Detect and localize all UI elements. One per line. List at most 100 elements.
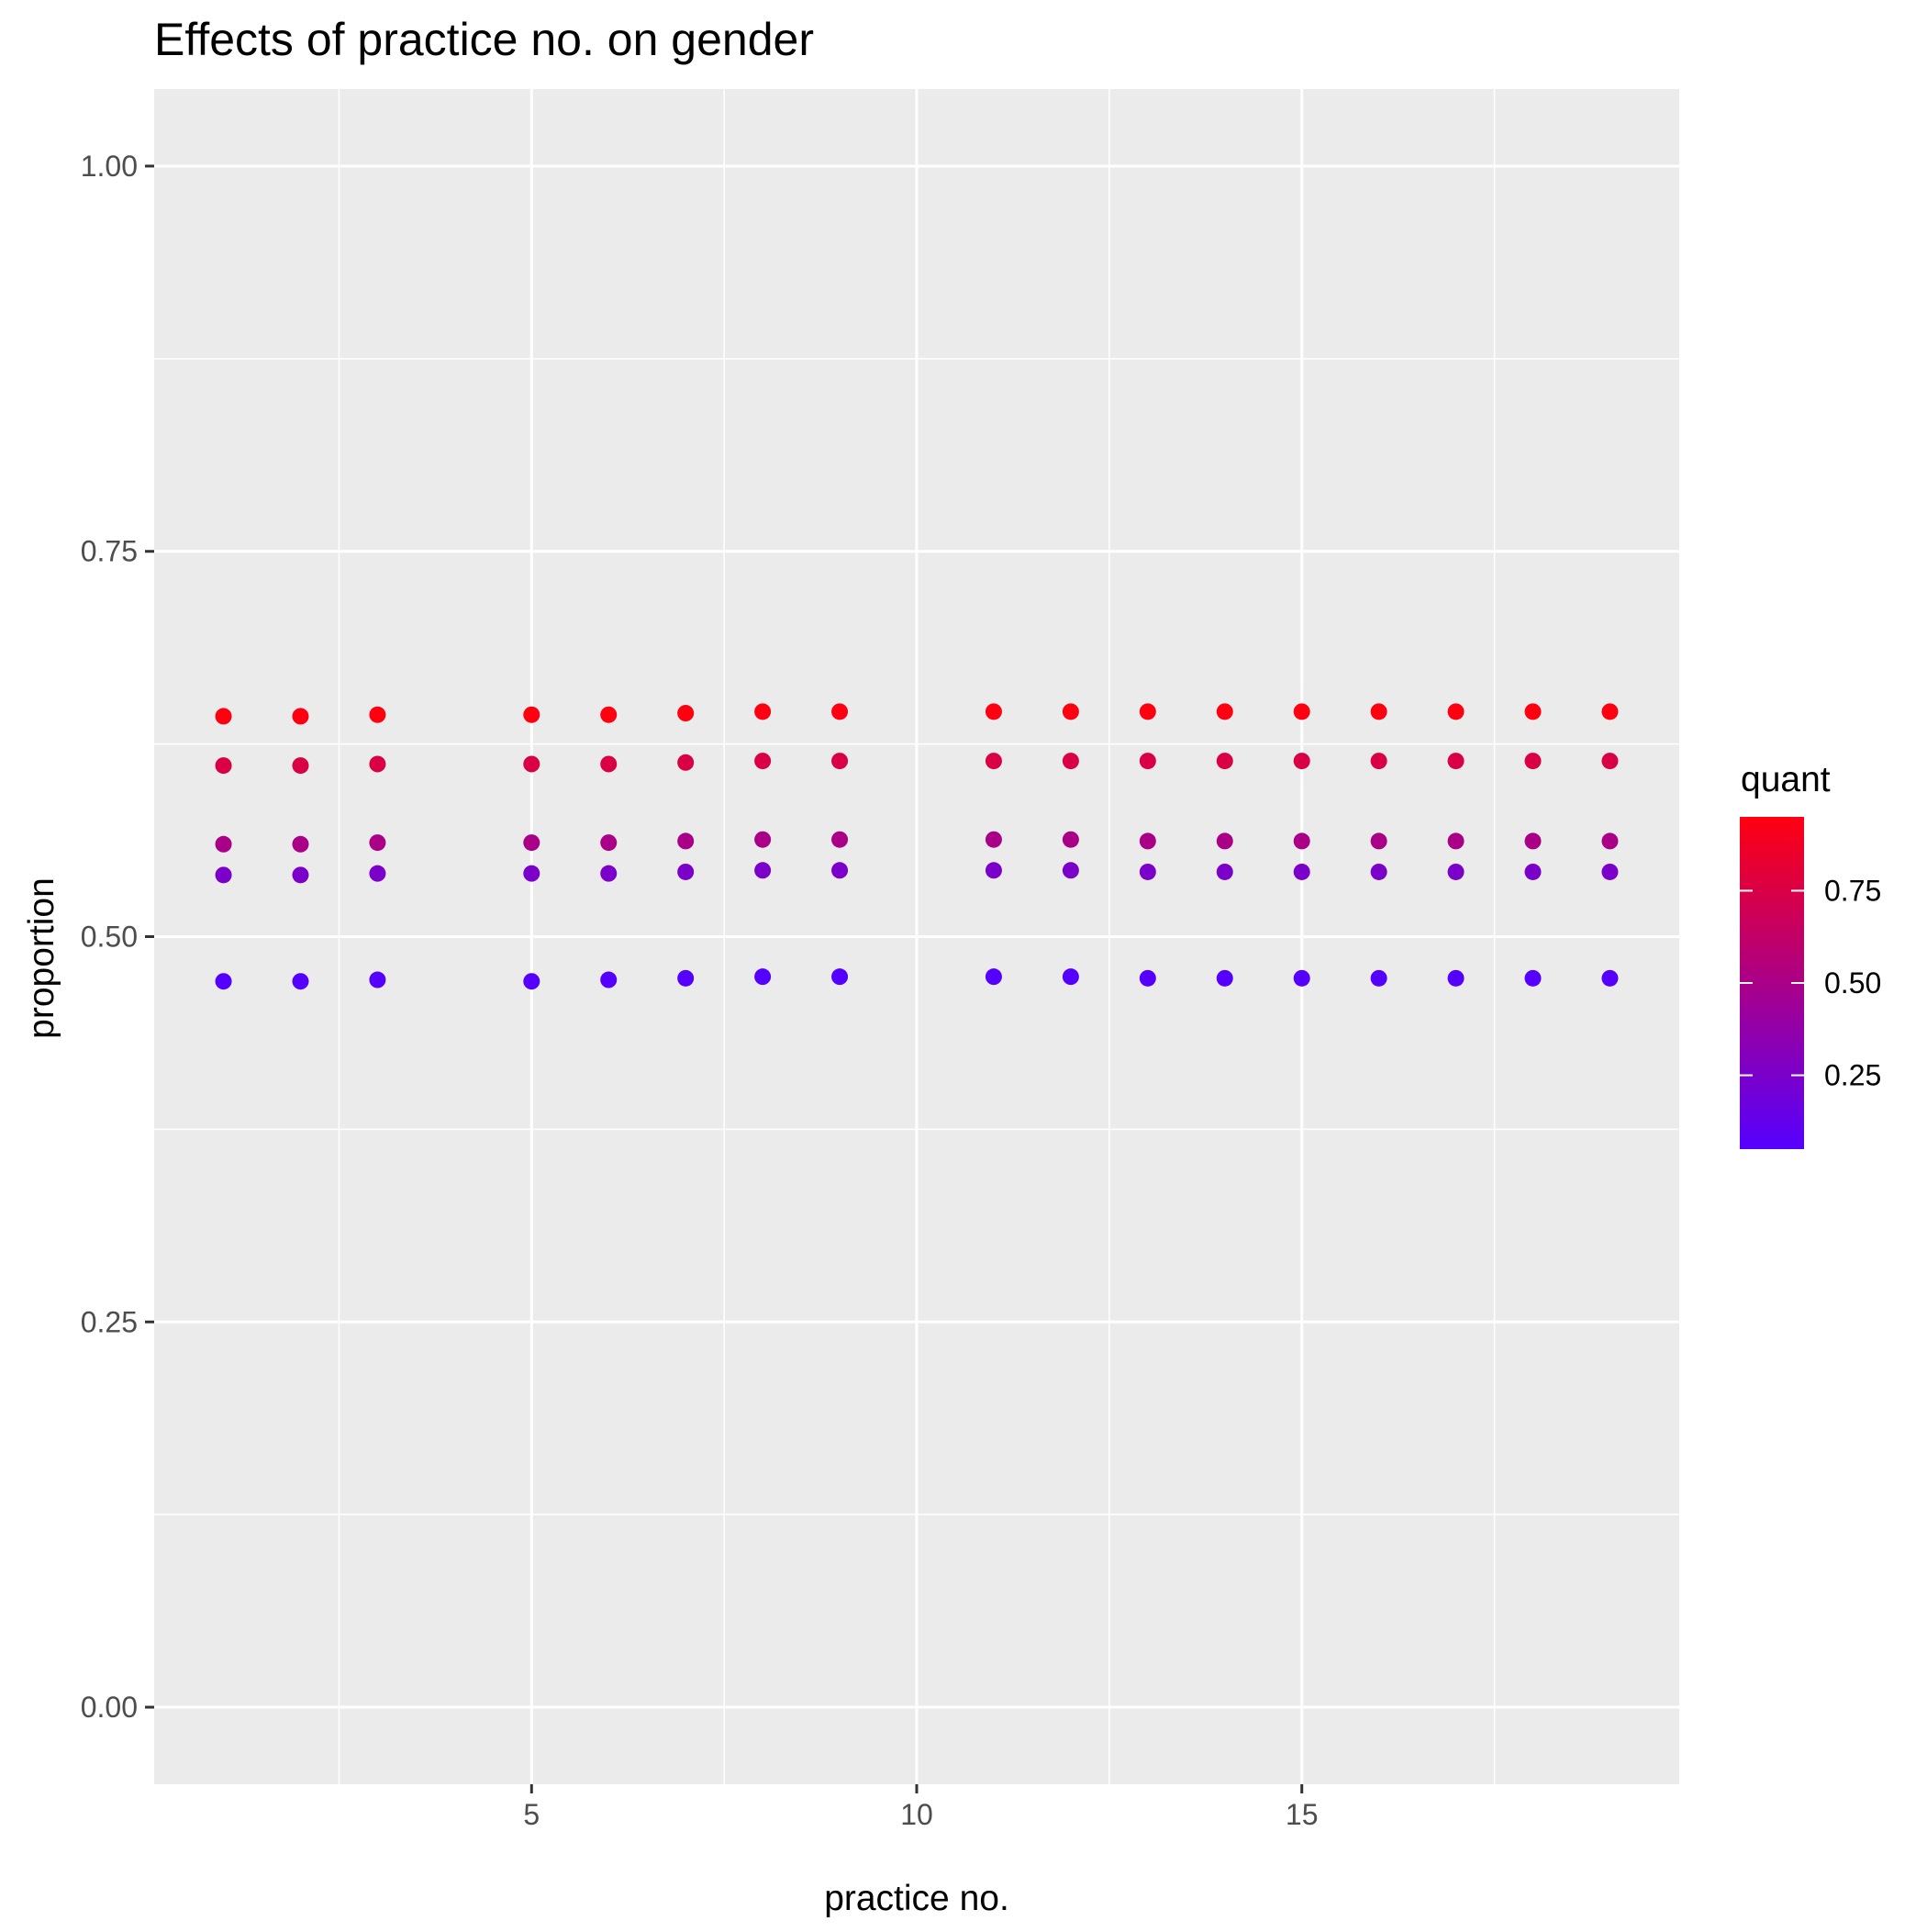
- data-point: [1139, 753, 1156, 770]
- y-tick-label: 0.00: [81, 1691, 138, 1724]
- data-point: [369, 755, 386, 773]
- data-point: [523, 865, 540, 882]
- data-point: [600, 755, 618, 773]
- legend-title: quant: [1741, 760, 1831, 799]
- data-point: [677, 832, 695, 850]
- data-point: [1139, 703, 1156, 720]
- data-point: [1062, 831, 1079, 848]
- chart-title: Effects of practice no. on gender: [154, 14, 814, 65]
- y-tick-label: 1.00: [81, 150, 138, 183]
- data-point: [600, 834, 618, 852]
- data-point: [215, 757, 232, 775]
- data-point: [1524, 832, 1542, 850]
- data-point: [1370, 969, 1387, 987]
- data-point: [754, 831, 772, 848]
- data-point: [1601, 969, 1619, 987]
- data-point: [1293, 832, 1310, 850]
- data-point: [831, 703, 849, 720]
- data-point: [1601, 863, 1619, 880]
- data-point: [1062, 968, 1079, 986]
- data-point: [369, 865, 386, 882]
- data-point: [1293, 969, 1310, 987]
- data-point: [985, 831, 1002, 848]
- y-tick-label: 0.25: [81, 1305, 138, 1338]
- data-point: [677, 969, 695, 987]
- x-axis-title: practice no.: [824, 1879, 1009, 1918]
- data-point: [369, 834, 386, 852]
- data-point: [831, 968, 849, 986]
- data-point: [1447, 753, 1465, 770]
- data-point: [1216, 703, 1233, 720]
- data-point: [1216, 753, 1233, 770]
- data-point: [292, 973, 309, 990]
- data-point: [1293, 703, 1310, 720]
- legend-tick-label: 0.25: [1824, 1059, 1881, 1092]
- data-point: [1524, 753, 1542, 770]
- x-tick-label: 15: [1286, 1798, 1319, 1831]
- data-point: [831, 862, 849, 879]
- data-point: [677, 754, 695, 771]
- data-point: [985, 862, 1002, 879]
- data-point: [1601, 703, 1619, 720]
- data-point: [523, 973, 540, 990]
- data-point: [1447, 863, 1465, 880]
- data-point: [985, 968, 1002, 986]
- legend-tick-label: 0.75: [1824, 874, 1881, 907]
- y-axis: 0.00 0.25 0.50 0.75 1.00: [81, 150, 154, 1724]
- major-grid: [154, 89, 1679, 1784]
- data-point: [523, 834, 540, 852]
- data-point: [754, 862, 772, 879]
- x-tick-label: 10: [900, 1798, 933, 1831]
- data-point: [1447, 832, 1465, 850]
- data-point: [754, 968, 772, 986]
- data-point: [754, 753, 772, 770]
- data-point: [1524, 969, 1542, 987]
- data-point: [292, 708, 309, 725]
- data-point: [1062, 703, 1079, 720]
- data-point: [1293, 863, 1310, 880]
- data-point: [292, 757, 309, 775]
- x-axis: 5 10 15: [523, 1784, 1318, 1831]
- data-point: [369, 706, 386, 723]
- data-point: [1370, 863, 1387, 880]
- data-point: [292, 866, 309, 884]
- y-tick-label: 0.75: [81, 535, 138, 568]
- legend-tick-label: 0.50: [1824, 966, 1881, 1000]
- data-point: [600, 971, 618, 988]
- data-point: [215, 866, 232, 884]
- data-point: [831, 831, 849, 848]
- data-point: [1216, 863, 1233, 880]
- data-point: [1216, 832, 1233, 850]
- data-point: [1139, 969, 1156, 987]
- data-point: [1447, 969, 1465, 987]
- data-point: [1293, 753, 1310, 770]
- y-tick-label: 0.50: [81, 921, 138, 954]
- data-point: [369, 971, 386, 988]
- data-points: [215, 703, 1619, 990]
- data-point: [600, 865, 618, 882]
- data-point: [1139, 863, 1156, 880]
- data-point: [1062, 862, 1079, 879]
- data-point: [1062, 753, 1079, 770]
- data-point: [1524, 703, 1542, 720]
- data-point: [1601, 832, 1619, 850]
- data-point: [215, 708, 232, 725]
- data-point: [215, 835, 232, 853]
- x-tick-label: 5: [523, 1798, 540, 1831]
- data-point: [1370, 832, 1387, 850]
- data-point: [1370, 753, 1387, 770]
- data-point: [1139, 832, 1156, 850]
- data-point: [292, 835, 309, 853]
- data-point: [600, 706, 618, 723]
- data-point: [831, 753, 849, 770]
- data-point: [1216, 969, 1233, 987]
- y-axis-title: proportion: [22, 877, 61, 1039]
- data-point: [677, 863, 695, 880]
- data-point: [1370, 703, 1387, 720]
- data-point: [985, 753, 1002, 770]
- legend-ticks: 0.25 0.50 0.75: [1740, 874, 1881, 1092]
- data-point: [523, 755, 540, 773]
- color-legend: quant 0.25 0.50 0.75: [1740, 760, 1881, 1149]
